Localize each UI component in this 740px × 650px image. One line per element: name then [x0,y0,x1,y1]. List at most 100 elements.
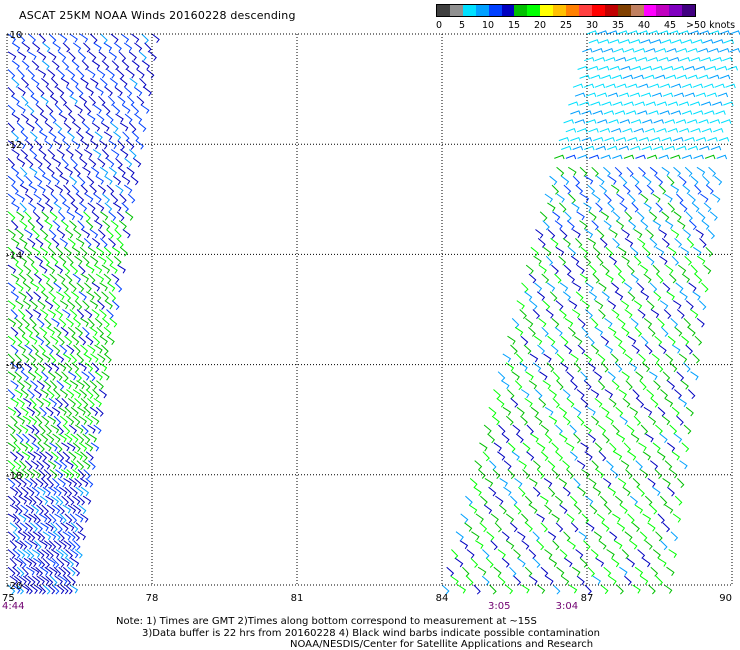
wind-barb [58,51,67,61]
wind-barb [465,495,473,506]
wind-barb [540,495,549,505]
wind-barb [16,433,24,444]
wind-barb [68,477,78,488]
wind-barb [43,513,52,524]
wind-barb [126,95,135,106]
wind-barb [81,229,91,239]
wind-barb [24,522,34,532]
wind-barb [103,131,113,141]
wind-barb [36,86,45,97]
wind-barb [31,246,41,256]
wind-barb [61,398,69,408]
wind-barb [658,184,667,195]
wind-barb [681,154,693,160]
wind-barb [7,140,17,150]
wind-barb [117,264,126,274]
wind-barb [455,531,464,541]
wind-barb [592,48,604,53]
wind-barb [633,74,644,80]
wind-barb [38,33,47,44]
wind-barb [67,531,76,541]
legend-label-2: 10 [481,20,495,31]
wind-barb [611,557,620,568]
wind-barb [620,65,631,71]
wind-barb [41,504,49,515]
wind-barb [646,229,654,239]
wind-barb [9,451,18,461]
wind-barb [596,92,608,98]
wind-barb [131,131,140,142]
wind-barb [459,540,469,550]
wind-barb [29,318,37,328]
wind-barb [29,478,38,488]
wind-barb [628,362,638,372]
wind-barb [554,154,565,160]
wind-barb [89,300,99,310]
wind-barb [56,424,65,435]
wind-barb [587,362,596,372]
wind-barb [704,154,716,160]
wind-barb [17,51,27,61]
wind-barb [70,78,79,88]
wind-barb [555,451,564,462]
wind-barb [587,237,597,247]
wind-barb [82,495,92,505]
wind-barb [558,309,567,319]
wind-barb [104,175,113,185]
wind-barb [657,318,665,328]
wind-barb [78,415,87,425]
wind-barb [40,478,49,488]
wind-barb [624,575,632,586]
wind-barb [41,273,51,283]
wind-barb [561,175,570,186]
wind-barb [719,74,731,80]
wind-barb [31,486,40,497]
wind-barb [703,83,714,89]
wind-barb [529,353,539,363]
wind-barb [54,309,64,319]
wind-barb [105,113,114,124]
wind-barb [58,540,67,550]
wind-barb [22,531,32,541]
wind-barb [521,540,530,550]
wind-barb [15,264,24,275]
pass-time-label: 3:05 [488,601,510,612]
wind-barb [471,531,480,541]
wind-barb [696,166,706,176]
wind-barb [538,318,547,328]
wind-barb [60,77,70,87]
wind-barb [76,309,85,320]
wind-barb [23,513,32,523]
wind-barb [641,65,653,71]
wind-barb [70,158,78,168]
wind-barb [490,540,498,551]
wind-barb [683,229,692,239]
wind-barb [48,540,57,551]
wind-barb [634,184,643,195]
wind-barb [26,255,35,266]
wind-barb [29,166,38,176]
wind-barb [30,113,39,124]
wind-barb [596,255,604,266]
wind-barb [74,255,83,265]
wind-barb [24,477,33,488]
wind-barb [464,522,473,532]
wind-barb [68,575,76,586]
wind-barb [61,371,69,382]
wind-barb [122,104,131,114]
wind-speed-legend: 0 5 10 15 20 25 30 35 40 45 >50 knots [436,4,735,34]
wind-barb [56,149,65,159]
wind-barb [38,344,46,355]
wind-barb [714,175,723,186]
wind-barb [574,504,582,515]
wind-barb [63,477,72,487]
wind-barb [581,469,590,479]
wind-barb [119,78,128,88]
wind-barb [540,522,548,533]
wind-barb [639,575,649,585]
wind-barb [521,513,529,524]
wind-barb [670,184,680,194]
wind-barb [36,504,44,515]
wind-barb [49,469,58,479]
wind-barb [532,531,540,542]
